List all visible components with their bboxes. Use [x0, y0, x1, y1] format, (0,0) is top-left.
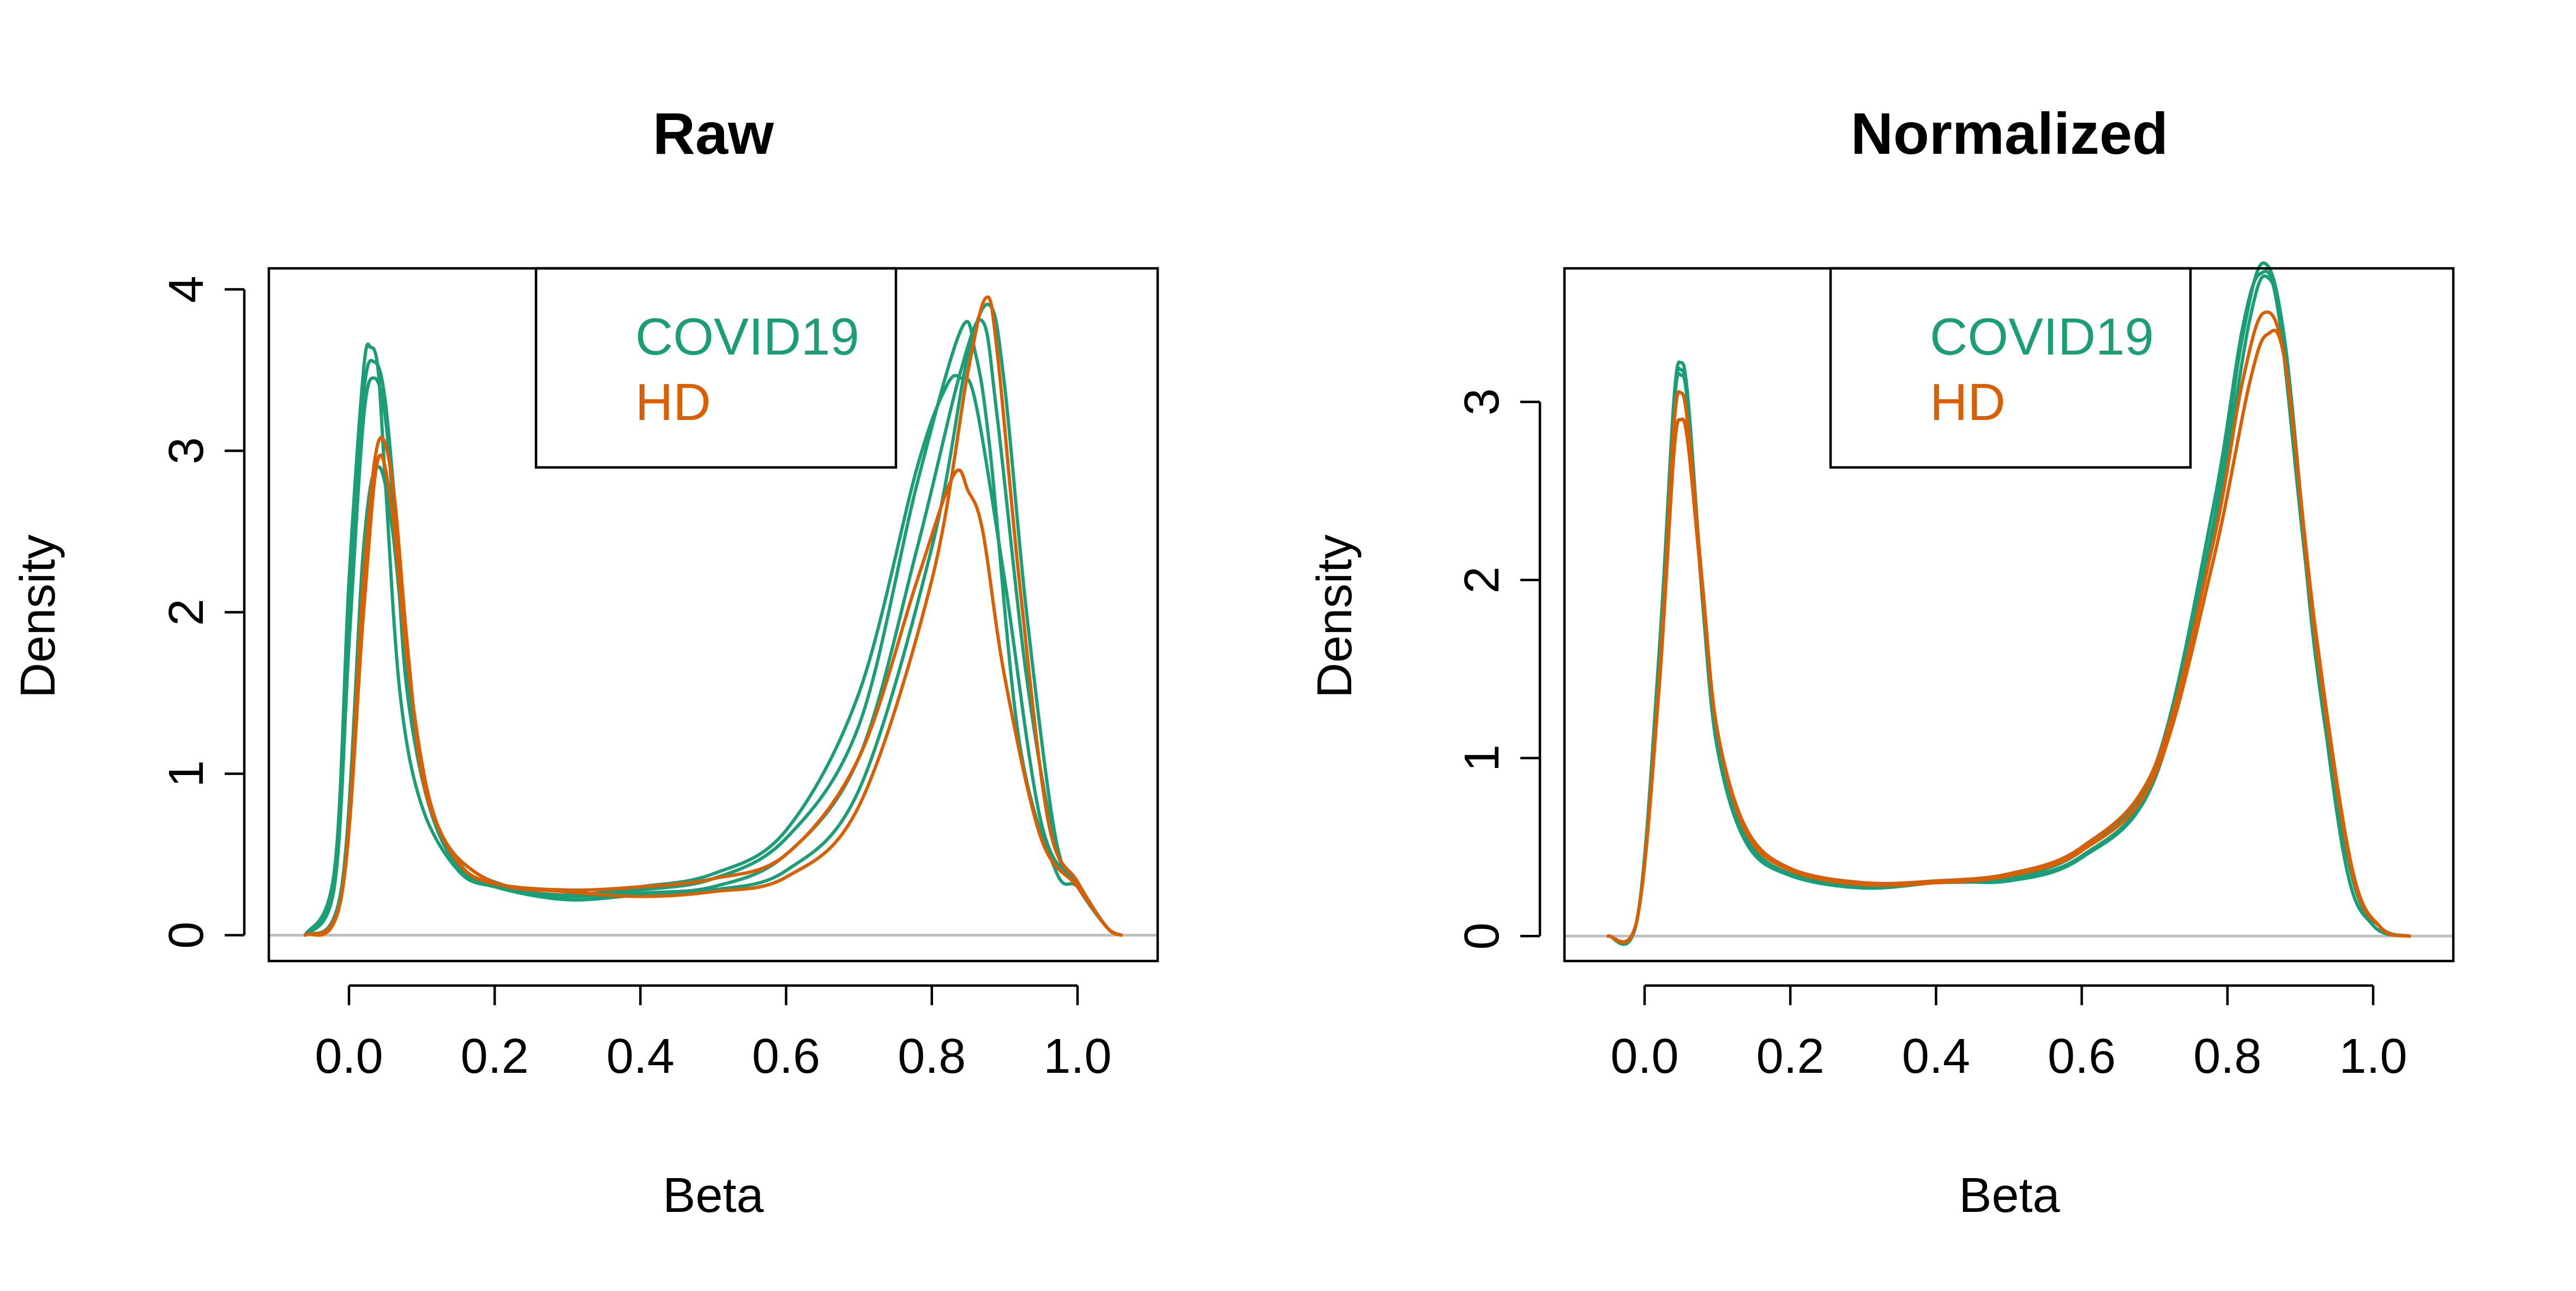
raw-density-curve-hd-4	[303, 295, 1123, 937]
raw-y-tick-label-3: 3	[159, 437, 214, 464]
normalized-panel: Normalized Beta Density 0.0 0.2 0.4 0.6 0.8 1…	[1308, 100, 2455, 1223]
normalized-legend-box	[1829, 267, 2192, 469]
raw-density-curve-covid19-1	[303, 318, 1123, 937]
raw-density-curve-covid19-0	[303, 320, 1123, 937]
raw-y-axis-label: Density	[11, 535, 65, 698]
normalized-x-axis-label: Beta	[1959, 1168, 2060, 1223]
normalized-title: Normalized	[1851, 100, 2168, 166]
raw-x-tick-label-0: 0.0	[315, 1029, 383, 1084]
raw-x-axis-label: Beta	[663, 1168, 764, 1223]
raw-curves	[269, 295, 1158, 937]
raw-x-tick-label-3: 0.6	[752, 1029, 820, 1084]
normalized-x-tick-label-4: 0.8	[2193, 1029, 2261, 1084]
normalized-curves	[1564, 261, 2453, 946]
normalized-density-curve-hd-4	[1606, 328, 2411, 944]
normalized-x-tick-label-5: 1.0	[2339, 1029, 2407, 1084]
normalized-x-tick-label-2: 0.4	[1902, 1029, 1970, 1084]
normalized-y-tick-label-2: 2	[1455, 566, 1509, 593]
normalized-y-tick-label-1: 1	[1455, 744, 1509, 772]
normalized-legend: COVID19 HD	[1829, 267, 2192, 469]
raw-x-tick-label-4: 0.8	[898, 1029, 966, 1084]
raw-legend-covid19: COVID19	[635, 308, 859, 366]
normalized-x-tick-label-0: 0.0	[1610, 1029, 1678, 1084]
normalized-y-axis-label: Density	[1308, 535, 1362, 698]
normalized-x-tick-label-3: 0.6	[2048, 1029, 2116, 1084]
normalized-y-tick-label-0: 0	[1455, 922, 1509, 950]
raw-legend: COVID19 HD	[534, 267, 898, 469]
raw-ticks: 0.0 0.2 0.4 0.6 0.8 1.0 0 1 2 3 4	[159, 275, 1112, 1084]
normalized-legend-covid19: COVID19	[1930, 308, 2154, 366]
raw-y-tick-label-1: 1	[159, 760, 214, 788]
normalized-y-tick-label-3: 3	[1455, 388, 1509, 416]
raw-panel: Raw Beta Density 0.0 0.2 0.4 0.6 0.8 1.0 0 1 2 3 4…	[11, 100, 1159, 1223]
raw-y-tick-label-2: 2	[159, 599, 214, 626]
raw-y-tick-label-0: 0	[159, 922, 214, 949]
raw-x-tick-label-1: 0.2	[461, 1029, 529, 1084]
raw-x-tick-label-5: 1.0	[1043, 1029, 1111, 1084]
raw-y-tick-label-4: 4	[159, 275, 214, 303]
raw-title: Raw	[653, 100, 774, 166]
raw-x-tick-label-2: 0.4	[606, 1029, 675, 1084]
raw-density-curve-hd-5	[303, 453, 1123, 937]
raw-legend-hd: HD	[635, 373, 711, 431]
normalized-ticks: 0.0 0.2 0.4 0.6 0.8 1.0 0 1 2 3	[1455, 388, 2408, 1084]
normalized-x-tick-label-1: 0.2	[1756, 1029, 1825, 1084]
raw-legend-box	[534, 267, 898, 469]
normalized-legend-hd: HD	[1930, 373, 2006, 431]
